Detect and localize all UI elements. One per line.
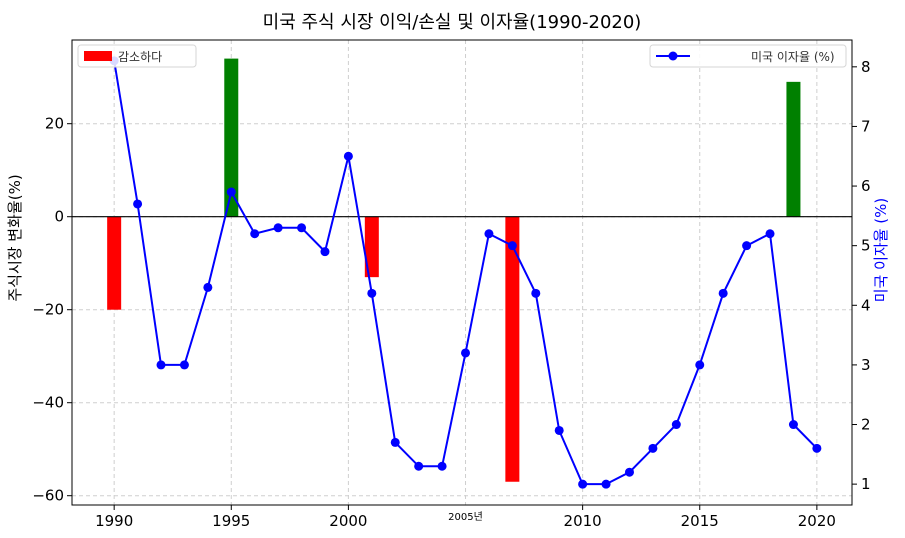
interest-rate-point	[554, 425, 564, 435]
interest-rate-point	[695, 360, 705, 370]
interest-rate-point	[367, 288, 377, 298]
y-axis-right-label: 미국 이자율 (%)	[872, 198, 890, 303]
bar	[107, 216, 122, 310]
interest-rate-point	[765, 229, 775, 239]
interest-rate-point	[133, 199, 143, 209]
bar	[786, 81, 801, 217]
interest-rate-point	[390, 437, 400, 447]
y-right-tick-label: 2	[861, 416, 871, 434]
interest-rate-point	[507, 241, 517, 251]
x-tick-label: 2015	[681, 512, 719, 530]
x-tick-label: 1990	[95, 512, 133, 530]
x-tick-label: 2000	[329, 512, 367, 530]
y-right-tick-label: 3	[861, 356, 871, 374]
legend-box-line	[649, 44, 847, 68]
x-tick-label: 2010	[564, 512, 602, 530]
x-tick-label: 1995	[212, 512, 250, 530]
y-right-tick-label: 8	[861, 58, 871, 76]
interest-rate-point	[179, 360, 189, 370]
y-right-tick-label: 4	[861, 296, 871, 314]
interest-rate-point	[437, 461, 447, 471]
interest-rate-point	[203, 282, 213, 292]
interest-rate-point	[671, 420, 681, 430]
interest-rate-point	[812, 443, 822, 453]
interest-rate-point	[226, 187, 236, 197]
interest-rate-point	[742, 241, 752, 251]
interest-rate-point	[624, 467, 634, 477]
interest-rate-point	[531, 288, 541, 298]
bar	[224, 58, 239, 217]
legend-swatch-marker	[668, 51, 678, 61]
interest-rate-point	[648, 443, 658, 453]
interest-rate-point	[601, 479, 611, 489]
bar	[505, 216, 520, 482]
y-left-tick-label: 0	[54, 208, 64, 226]
legend-label-line: 미국 이자율 (%)	[751, 50, 835, 64]
interest-rate-point	[273, 223, 283, 233]
interest-rate-point	[156, 360, 166, 370]
y-left-tick-label: −20	[32, 301, 64, 319]
bar	[364, 216, 379, 278]
y-right-tick-label: 6	[861, 177, 871, 195]
interest-rate-point	[484, 229, 494, 239]
plot-frame	[71, 39, 853, 506]
y-axis-left-label: 주식시장 변화율(%)	[6, 174, 24, 301]
interest-rate-point	[297, 223, 307, 233]
chart-title: 미국 주식 시장 이익/손실 및 이자율(1990-2020)	[263, 12, 642, 33]
y-right-tick-label: 7	[861, 117, 871, 135]
y-left-tick-label: 20	[45, 115, 64, 133]
interest-rate-point	[320, 247, 330, 257]
legend-label-bars: 감소하다	[118, 50, 162, 64]
interest-rate-point	[250, 229, 260, 239]
x-tick-label: 2005년	[448, 511, 483, 523]
y-right-tick-label: 1	[861, 475, 871, 493]
interest-rate-point	[718, 288, 728, 298]
legend-swatch-bars	[84, 51, 112, 61]
interest-rate-point	[343, 151, 353, 161]
y-left-tick-label: −60	[32, 487, 64, 505]
interest-rate-point	[578, 479, 588, 489]
y-left-tick-label: −40	[32, 394, 64, 412]
y-right-tick-label: 5	[861, 237, 871, 255]
interest-rate-point	[414, 461, 424, 471]
interest-rate-point	[788, 420, 798, 430]
x-tick-label: 2020	[798, 512, 836, 530]
legend-box-bars	[77, 44, 197, 68]
interest-rate-point	[461, 348, 471, 358]
